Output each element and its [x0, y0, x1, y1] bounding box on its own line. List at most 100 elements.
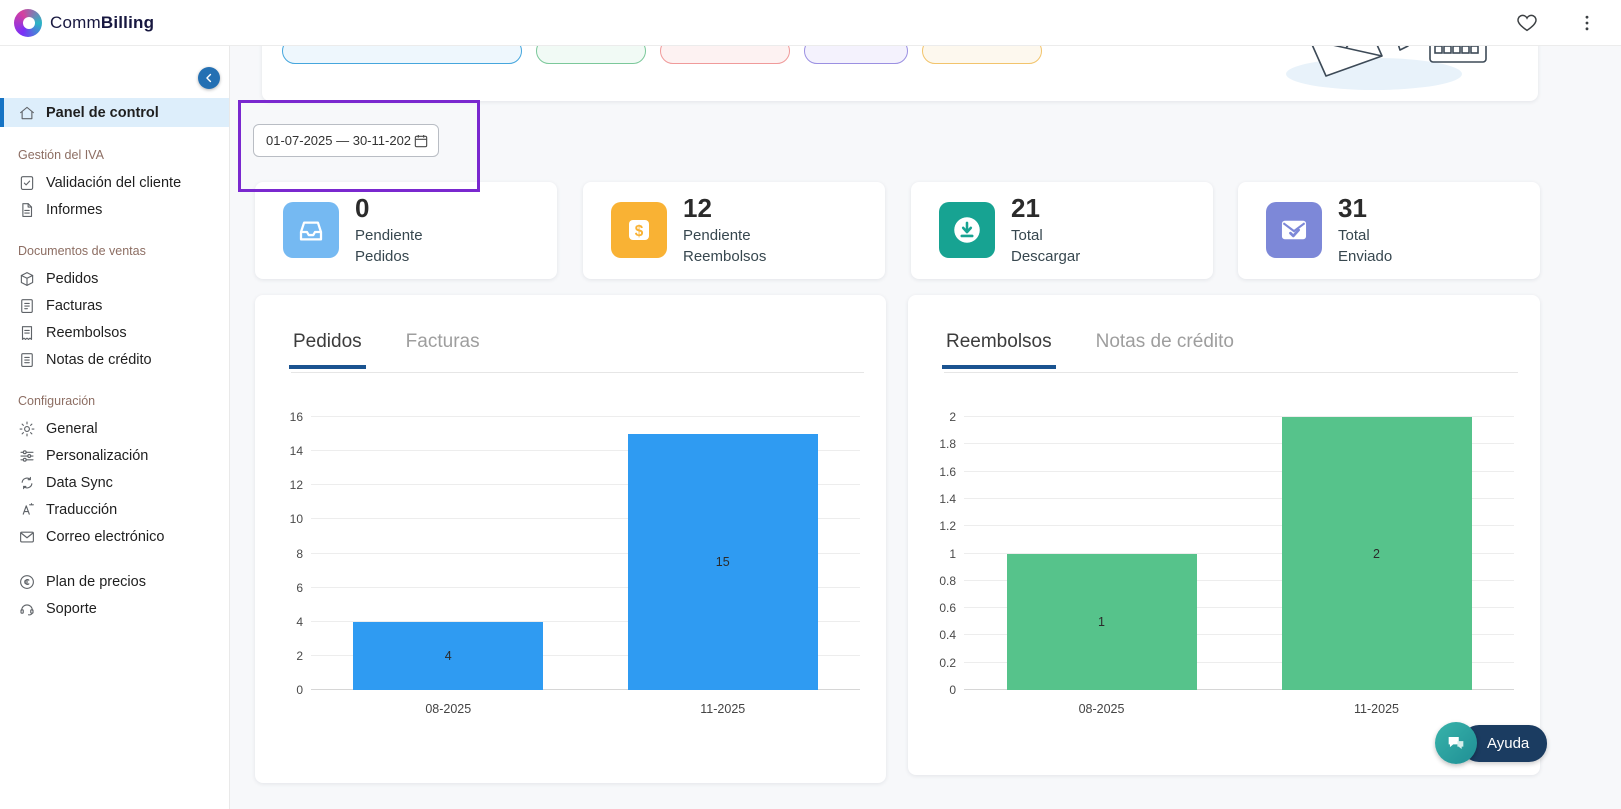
- heart-icon: [1517, 14, 1537, 32]
- gridline: [964, 416, 1514, 417]
- gridline: [964, 525, 1514, 527]
- stat-card-reembolsos[interactable]: $12 Pendiente Reembolsos: [583, 182, 885, 279]
- stat-label-line2: Descargar: [1011, 248, 1081, 265]
- gridline: [311, 654, 860, 656]
- sidebar-item-panel-de-control[interactable]: Panel de control: [0, 98, 229, 127]
- sidebar-nav: Panel de control Gestión del IVA Validació…: [0, 46, 229, 622]
- stat-card-descargar[interactable]: 21 Total Descargar: [911, 182, 1213, 279]
- help-button[interactable]: Ayuda: [1435, 722, 1548, 764]
- sidebar-item-traducci-n[interactable]: Traducción: [0, 496, 229, 523]
- sidebar-item-soporte[interactable]: Soporte: [0, 595, 229, 622]
- tabs-divider: [944, 372, 1518, 373]
- gridline: [964, 661, 1514, 663]
- tab-facturas[interactable]: Facturas: [405, 331, 480, 352]
- y-axis-tick: 2: [296, 648, 303, 663]
- support-icon: [20, 603, 34, 615]
- gridline: [311, 518, 860, 520]
- sidebar-section-title: Documentos de ventas: [18, 244, 146, 258]
- bar-08-2025[interactable]: 1: [1006, 553, 1197, 690]
- client-check-icon: [20, 175, 34, 190]
- refund-icon: [21, 325, 33, 340]
- reembolsos-notas-panel: Reembolsos Notas de crédito 0 0.2 0.4 0.6 0.8 1…: [908, 295, 1540, 775]
- credit-note-icon: [21, 352, 33, 367]
- sidebar-item-validaci-n-del-cliente[interactable]: Validación del cliente: [0, 169, 229, 196]
- tab-reembolsos[interactable]: Reembolsos: [942, 331, 1056, 369]
- gridline: [311, 620, 860, 622]
- sidebar-item-general[interactable]: General: [0, 415, 229, 442]
- help-label: Ayuda: [1487, 734, 1530, 752]
- x-axis-tick: 08-2025: [1078, 702, 1125, 716]
- sidebar-item-facturas[interactable]: Facturas: [0, 292, 229, 319]
- stat-card-pedidos[interactable]: 0 Pendiente Pedidos: [255, 182, 557, 279]
- y-axis-tick: 16: [289, 410, 303, 424]
- sidebar-item-data-sync[interactable]: Data Sync: [0, 469, 229, 496]
- stat-value: 12: [683, 193, 712, 223]
- sidebar-item-label: Informes: [46, 201, 103, 218]
- sidebar-collapse-button[interactable]: [198, 67, 220, 89]
- stat-icon: $: [611, 202, 667, 258]
- sidebar-item-label: Validación del cliente: [46, 174, 182, 191]
- sidebar-item-notas-de-cr-dito[interactable]: Notas de crédito: [0, 346, 229, 373]
- brand-logo[interactable]: CommBilling: [14, 8, 155, 37]
- pedidos-facturas-panel: Pedidos Facturas 0 2 4 6 8 10 12 14 16 4 08-2025 15 11…: [255, 295, 886, 783]
- tab-pedidos[interactable]: Pedidos: [289, 331, 366, 369]
- gridline: [311, 552, 860, 554]
- overflow-menu-button[interactable]: [1569, 5, 1605, 41]
- y-axis-tick: 0.2: [939, 655, 956, 670]
- bar-11-2025[interactable]: 2: [1281, 417, 1472, 690]
- bar-value-label: 2: [1373, 546, 1380, 561]
- stat-label-line2: Enviado: [1338, 248, 1393, 265]
- tabs-divider: [291, 372, 864, 373]
- x-axis-tick: 11-2025: [700, 702, 746, 716]
- bar-value-label: 4: [444, 648, 452, 663]
- favorite-button[interactable]: [1509, 5, 1545, 41]
- chat-bubble-icon: [1435, 722, 1477, 764]
- stat-label-line1: Total: [1011, 227, 1043, 244]
- y-axis-tick: 0.8: [939, 573, 956, 588]
- sidebar-item-label: Personalización: [46, 447, 149, 464]
- sidebar-item-reembolsos[interactable]: Reembolsos: [0, 319, 229, 346]
- sidebar-item-correo-electr-nico[interactable]: Correo electrónico: [0, 523, 229, 550]
- sidebar-item-label: Reembolsos: [46, 324, 127, 341]
- orders-icon: [20, 271, 34, 286]
- bar-11-2025[interactable]: 15: [627, 434, 818, 690]
- stat-icon: [283, 202, 339, 258]
- tab-notas-de-cr-dito[interactable]: Notas de crédito: [1095, 331, 1234, 352]
- email-icon: [20, 531, 34, 542]
- report-icon: [22, 202, 33, 217]
- y-axis-tick: 1.6: [939, 464, 956, 479]
- y-axis-tick: 10: [289, 512, 303, 527]
- x-axis-tick: 08-2025: [425, 702, 472, 716]
- sidebar-item-label: Panel de control: [46, 104, 159, 121]
- sidebar-item-label: Plan de precios: [46, 573, 146, 590]
- stat-label-line2: Pedidos: [355, 248, 410, 265]
- stat-value: 31: [1338, 193, 1367, 223]
- svg-text:$: $: [635, 223, 644, 240]
- gridline: [311, 689, 860, 690]
- gridline: [311, 450, 860, 452]
- gridline: [964, 497, 1514, 499]
- sidebar-item-pedidos[interactable]: Pedidos: [0, 265, 229, 292]
- y-axis-tick: 8: [296, 546, 303, 561]
- translate-icon: [22, 502, 34, 515]
- sidebar-item-plan-de-precios[interactable]: Plan de precios: [0, 568, 229, 595]
- date-range-input[interactable]: 01-07-2025 — 30-11-202: [253, 124, 439, 157]
- sidebar-item-label: Pedidos: [46, 270, 99, 287]
- stat-label-line1: Total: [1338, 227, 1370, 244]
- sidebar-section-title: Gestión del IVA: [18, 148, 104, 162]
- y-axis-tick: 0: [949, 683, 956, 697]
- brand-name: CommBilling: [50, 12, 155, 32]
- stat-card-enviado[interactable]: 31 Total Enviado: [1238, 182, 1540, 279]
- chevron-left-icon: [206, 73, 212, 83]
- mail-check-icon: [1281, 220, 1307, 240]
- y-axis-tick: 1: [949, 546, 956, 561]
- bar-08-2025[interactable]: 4: [353, 621, 544, 690]
- gridline: [964, 552, 1514, 554]
- stat-label-line1: Pendiente: [355, 227, 423, 244]
- y-axis-tick: 0.4: [939, 628, 956, 643]
- sidebar-item-personalizaci-n[interactable]: Personalización: [0, 442, 229, 469]
- y-axis-tick: 1.4: [939, 491, 956, 506]
- sidebar-item-informes[interactable]: Informes: [0, 196, 229, 223]
- sidebar-section-title: Configuración: [18, 394, 96, 408]
- calendar-icon: [414, 134, 428, 147]
